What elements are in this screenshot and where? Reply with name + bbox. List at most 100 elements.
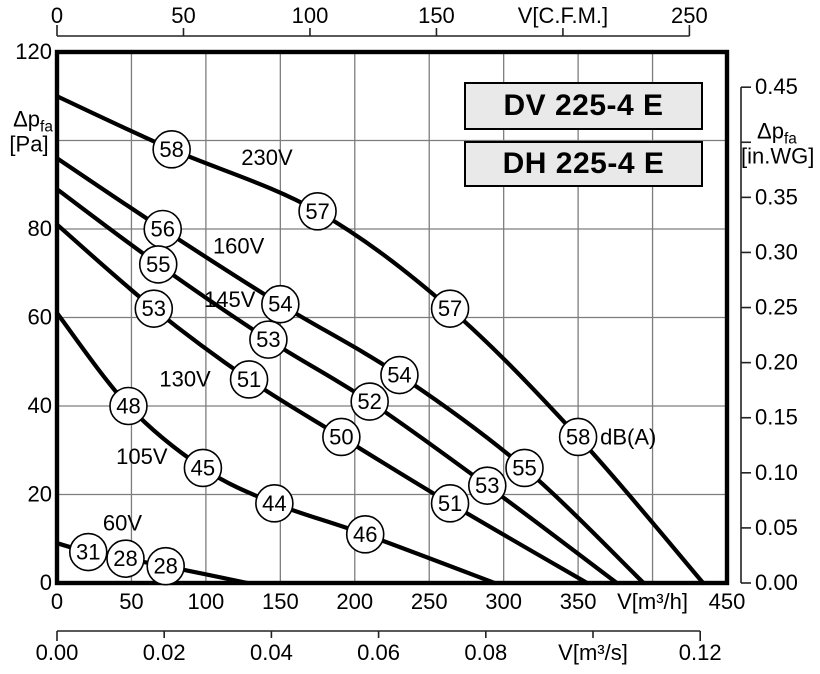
db-marker-circle (183, 448, 223, 488)
plot-border (54, 49, 730, 586)
inwg-tick-label: 0.10 (755, 460, 798, 485)
m3s-tick-label: 0.02 (143, 640, 186, 665)
db-marker-value: 51 (237, 367, 261, 392)
db-marker-value: 45 (191, 455, 215, 480)
axis-m3s (56, 630, 702, 641)
cfm-tick-label: 250 (671, 3, 708, 28)
model-label-dv: DV 225-4 E (464, 82, 703, 130)
db-marker-value: 57 (438, 296, 462, 321)
db-marker-value: 58 (566, 424, 590, 449)
db-marker-value: 53 (142, 296, 166, 321)
db-marker-circle (380, 355, 419, 395)
axis-inwg (740, 86, 751, 584)
pa-tick-label: 60 (28, 305, 52, 330)
inwg-tick-label: 0.30 (755, 239, 798, 264)
db-marker-circle (109, 386, 148, 426)
inwg-tick-label: 0.15 (755, 405, 798, 430)
db-marker-value: 52 (357, 389, 381, 414)
db-marker-value: 28 (153, 554, 177, 579)
db-unit-label: dB(A) (600, 424, 656, 449)
db-marker-circle (106, 539, 145, 578)
cfm-tick-label: 0 (51, 3, 63, 28)
db-marker-value: 53 (475, 473, 499, 498)
db-marker-circle (558, 417, 598, 457)
m3s-tick-label: 0.00 (36, 640, 79, 665)
inwg-tick-label: 0.45 (755, 74, 798, 99)
cfm-tick-label: V[C.F.M.] (518, 3, 608, 28)
pa-axis-unit: [Pa] (9, 132, 48, 157)
cfm-tick-label: 50 (171, 3, 195, 28)
db-marker-circle (298, 192, 337, 231)
inwg-tick-label: 0.35 (755, 184, 798, 209)
m3h-tick-label: 150 (262, 589, 299, 614)
db-marker-value: 48 (116, 394, 140, 419)
voltage-label-145V: 145V (204, 287, 256, 312)
db-marker-circle (505, 448, 544, 488)
pa-tick-label: 0 (40, 570, 52, 595)
m3h-tick-label: 300 (485, 589, 522, 614)
db-marker-circle (134, 289, 174, 328)
db-marker-circle (467, 466, 507, 505)
db-marker-value: 31 (76, 540, 100, 565)
db-marker-circle (146, 546, 185, 586)
db-marker-circle (350, 382, 389, 421)
voltage-label-160V: 160V (213, 234, 265, 259)
voltage-label-105V: 105V (116, 444, 168, 469)
voltage-label-60V: 60V (103, 510, 142, 535)
db-marker-circle (345, 515, 385, 554)
m3s-tick-label: 0.08 (464, 640, 507, 665)
db-marker-circle (322, 417, 361, 457)
model-label-dh: DH 225-4 E (464, 141, 703, 187)
db-marker-circle (229, 360, 269, 399)
cfm-tick-label: 100 (292, 3, 329, 28)
pa-tick-label: 80 (28, 216, 52, 241)
axis-cfm (56, 25, 691, 37)
m3h-tick-label: 350 (560, 589, 597, 614)
db-marker-circle (430, 289, 470, 328)
m3h-tick-label: 0 (51, 589, 63, 614)
inwg-axis-label: Δpfa (757, 118, 797, 147)
db-marker-value: 51 (438, 491, 462, 516)
db-marker-value: 57 (305, 199, 329, 224)
m3h-tick-label: 200 (336, 589, 373, 614)
pa-axis-label: Δpfa (13, 107, 53, 136)
m3s-tick-label: V[m³/s] (558, 640, 628, 665)
db-marker-circle (68, 532, 108, 572)
m3s-tick-label: 0.04 (250, 640, 293, 665)
db-marker-circle (430, 484, 470, 523)
db-marker-circle (261, 284, 300, 324)
db-marker-circle (138, 245, 178, 284)
m3h-tick-label: 50 (119, 589, 143, 614)
inwg-tick-label: 0.25 (755, 295, 798, 320)
db-marker-value: 44 (262, 491, 286, 516)
inwg-tick-label: 0.20 (755, 350, 798, 375)
db-marker-value: 50 (329, 424, 353, 449)
m3s-tick-label: 0.06 (357, 640, 400, 665)
voltage-label-130V: 130V (159, 366, 211, 391)
db-marker-circle (249, 320, 288, 359)
db-marker-value: 58 (159, 137, 183, 162)
db-marker-value: 55 (512, 455, 536, 480)
pa-tick-label: 120 (15, 39, 52, 64)
inwg-axis-unit: [in.WG] (741, 143, 814, 168)
pa-tick-label: 20 (28, 482, 52, 507)
db-marker-circle (152, 130, 191, 169)
db-marker-value: 54 (387, 363, 411, 388)
inwg-tick-label: 0.00 (755, 570, 798, 595)
pa-tick-label: 40 (28, 393, 52, 418)
m3h-tick-label: 100 (188, 589, 225, 614)
db-marker-value: 54 (268, 292, 292, 317)
db-markers: 58 57 57 58 dB(A) 56 54 54 55 55 53 52 53 53 51 50 51 48 4… (68, 130, 656, 586)
inwg-tick-label: 0.05 (755, 515, 798, 540)
m3s-tick-label: 0.12 (679, 640, 722, 665)
db-marker-value: 46 (353, 522, 377, 547)
db-marker-value: 53 (256, 327, 280, 352)
voltage-label-230V: 230V (241, 145, 293, 170)
db-marker-value: 56 (150, 217, 174, 242)
db-marker-value: 55 (146, 252, 170, 277)
m3h-tick-label: 250 (411, 589, 448, 614)
db-marker-circle (255, 484, 294, 523)
m3h-tick-label: 450 (709, 589, 746, 614)
